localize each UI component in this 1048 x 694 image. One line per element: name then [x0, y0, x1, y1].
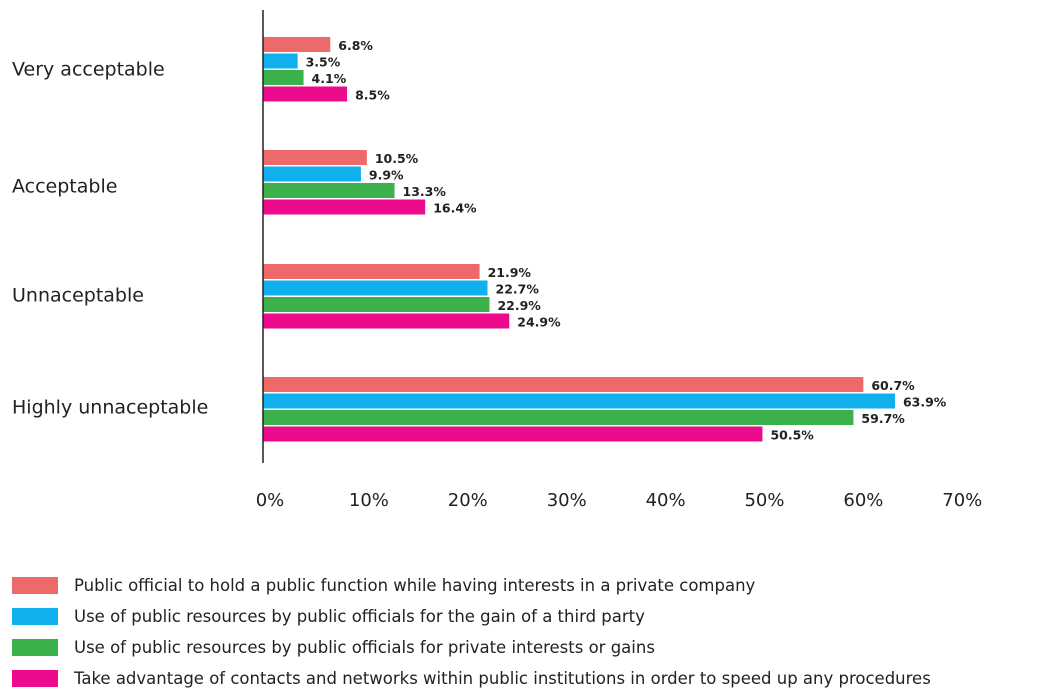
data-label: 59.7% [861, 411, 905, 426]
x-tick-label: 40% [646, 490, 686, 511]
bar [263, 264, 480, 279]
bar [263, 166, 361, 182]
data-label: 6.8% [338, 38, 373, 53]
legend-item: Take advantage of contacts and networks … [12, 663, 931, 694]
category-label: Very acceptable [12, 59, 165, 81]
bar [263, 313, 510, 329]
x-tick-label: 0% [256, 490, 285, 511]
x-tick-label: 50% [744, 490, 784, 511]
bar [263, 37, 331, 52]
data-label: 24.9% [517, 315, 561, 330]
bar [263, 410, 854, 425]
legend-swatch [12, 608, 58, 625]
data-label: 9.9% [369, 168, 404, 183]
legend-label: Public official to hold a public functio… [74, 576, 756, 595]
bar [263, 297, 490, 312]
legend-label: Use of public resources by public offici… [74, 638, 655, 657]
legend-swatch [12, 639, 58, 656]
x-tick-label: 20% [448, 490, 488, 511]
data-label: 10.5% [375, 151, 419, 166]
legend-label: Take advantage of contacts and networks … [74, 669, 931, 688]
data-label: 60.7% [871, 378, 915, 393]
legend-swatch [12, 670, 58, 687]
bar [263, 393, 895, 409]
bar [263, 183, 395, 198]
bar [263, 70, 304, 85]
bar [263, 280, 488, 296]
bar [263, 86, 348, 102]
category-label: Acceptable [12, 176, 117, 198]
data-label: 22.9% [497, 298, 541, 313]
data-label: 22.7% [496, 282, 540, 297]
bar-chart: Very acceptable Acceptable Unnaceptable Hig… [12, 10, 982, 511]
legend-item: Public official to hold a public functio… [12, 570, 931, 601]
data-label: 63.9% [903, 395, 947, 410]
x-tick-label: 60% [843, 490, 883, 511]
legend-swatch [12, 577, 58, 594]
data-label: 8.5% [355, 88, 390, 103]
legend: Public official to hold a public functio… [12, 570, 931, 694]
x-tick-label: 30% [547, 490, 587, 511]
legend-label: Use of public resources by public offici… [74, 607, 645, 626]
data-label: 3.5% [306, 55, 341, 70]
bar [263, 377, 864, 392]
x-tick-label: 70% [942, 490, 982, 511]
category-label: Highly unnaceptable [12, 397, 208, 419]
data-label: 13.3% [403, 184, 447, 199]
data-label: 21.9% [488, 265, 532, 280]
data-label: 50.5% [770, 428, 814, 443]
bar [263, 150, 367, 165]
category-label: Unnaceptable [12, 285, 144, 307]
data-label: 16.4% [433, 201, 477, 216]
legend-item: Use of public resources by public offici… [12, 601, 931, 632]
data-label: 4.1% [312, 71, 347, 86]
x-tick-label: 10% [349, 490, 389, 511]
bar [263, 199, 426, 215]
legend-item: Use of public resources by public offici… [12, 632, 931, 663]
bar [263, 426, 763, 442]
bar [263, 53, 298, 69]
